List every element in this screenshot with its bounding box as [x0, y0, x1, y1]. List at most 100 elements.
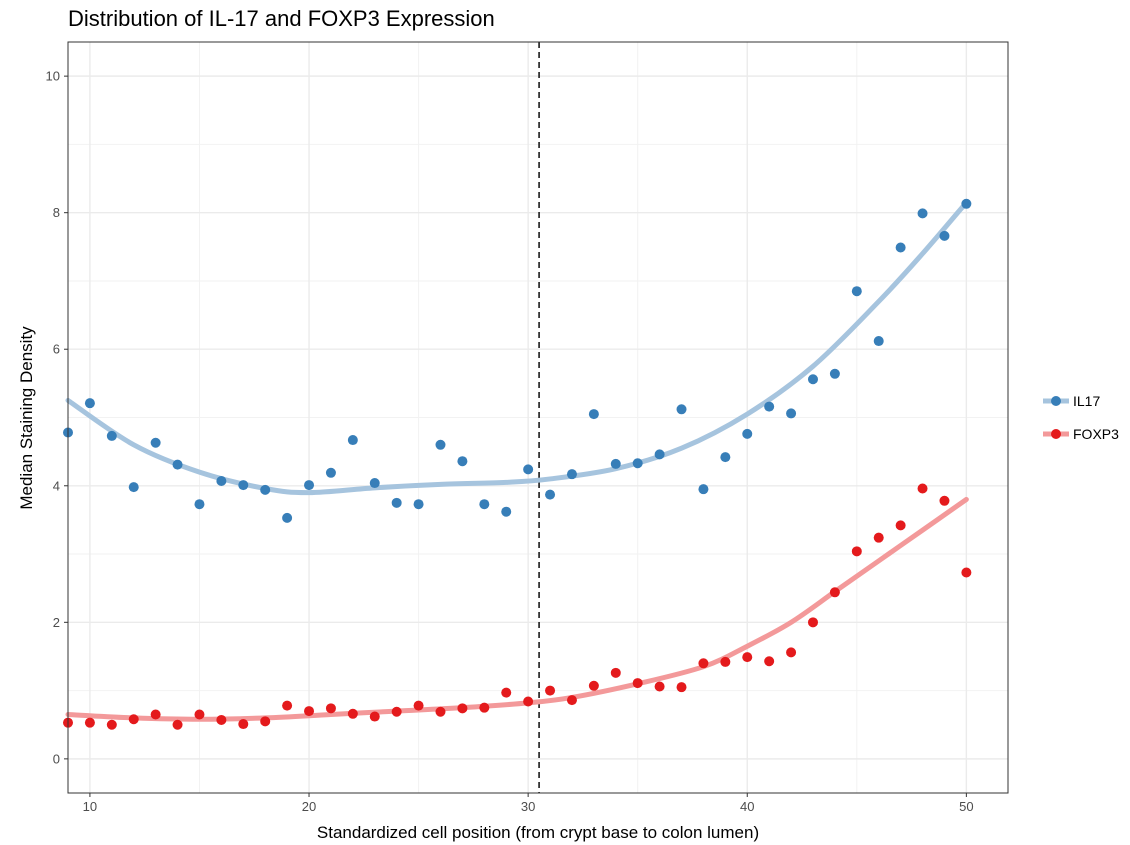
data-point-foxp3: [457, 703, 468, 714]
y-tick-label: 4: [53, 478, 60, 493]
data-point-foxp3: [786, 647, 797, 658]
chart-title: Distribution of IL-17 and FOXP3 Expressi…: [68, 6, 495, 31]
data-point-foxp3: [742, 652, 753, 663]
data-point-foxp3: [369, 711, 380, 722]
data-point-foxp3: [939, 495, 950, 506]
data-point-il17: [457, 456, 468, 467]
data-point-il17: [807, 374, 818, 385]
data-point-foxp3: [829, 587, 840, 598]
data-point-foxp3: [917, 483, 928, 494]
y-tick-label: 8: [53, 205, 60, 220]
data-point-il17: [829, 368, 840, 379]
data-point-foxp3: [566, 695, 577, 706]
data-point-foxp3: [895, 520, 906, 531]
smooth-line-il17: [65, 199, 969, 496]
data-point-il17: [545, 489, 556, 500]
legend-point-il17: [1051, 396, 1061, 406]
smooth-line-foxp3: [65, 496, 969, 722]
data-point-foxp3: [654, 681, 665, 692]
legend-label-foxp3: FOXP3: [1073, 426, 1119, 442]
data-point-il17: [917, 208, 928, 219]
data-point-foxp3: [720, 656, 731, 667]
data-point-il17: [610, 458, 621, 469]
data-point-il17: [588, 409, 599, 420]
data-point-il17: [895, 242, 906, 253]
data-point-il17: [873, 336, 884, 347]
data-point-il17: [369, 478, 380, 489]
x-axis-title: Standardized cell position (from crypt b…: [317, 823, 759, 842]
data-point-il17: [786, 408, 797, 419]
data-point-foxp3: [435, 706, 446, 717]
data-point-foxp3: [194, 709, 205, 720]
data-point-il17: [654, 449, 665, 460]
y-tick-label: 6: [53, 342, 60, 357]
x-tick-label: 40: [740, 799, 754, 814]
data-point-il17: [106, 430, 117, 441]
data-point-il17: [413, 499, 424, 510]
data-point-il17: [304, 480, 315, 491]
data-points: [63, 198, 972, 730]
data-point-il17: [523, 464, 534, 475]
data-point-il17: [150, 437, 161, 448]
data-point-foxp3: [282, 700, 293, 711]
data-point-foxp3: [172, 719, 183, 730]
x-tick-label: 50: [959, 799, 973, 814]
data-point-foxp3: [501, 687, 512, 698]
data-point-il17: [742, 428, 753, 439]
legend-item-foxp3: FOXP3: [1043, 426, 1119, 442]
data-point-foxp3: [106, 719, 117, 730]
data-point-foxp3: [851, 546, 862, 557]
data-point-foxp3: [325, 703, 336, 714]
x-tick-label: 20: [302, 799, 316, 814]
legend-label-il17: IL17: [1073, 393, 1100, 409]
data-point-il17: [479, 499, 490, 510]
data-point-il17: [238, 480, 249, 491]
data-point-foxp3: [961, 567, 972, 578]
legend-item-il17: IL17: [1043, 393, 1100, 409]
y-axis-ticks: 0 2 4 6 8 10: [46, 69, 68, 766]
data-point-il17: [347, 435, 358, 446]
data-point-foxp3: [764, 656, 775, 667]
y-tick-label: 0: [53, 751, 60, 766]
plot-border: [67, 41, 1009, 794]
data-point-il17: [128, 482, 139, 493]
data-point-il17: [566, 469, 577, 480]
data-point-foxp3: [84, 717, 95, 728]
legend: IL17 FOXP3: [1043, 393, 1119, 442]
data-point-foxp3: [545, 685, 556, 696]
data-point-foxp3: [216, 714, 227, 725]
data-point-il17: [435, 439, 446, 450]
data-point-foxp3: [260, 716, 271, 727]
data-point-il17: [282, 512, 293, 523]
data-point-il17: [720, 452, 731, 463]
data-point-foxp3: [128, 714, 139, 725]
y-tick-label: 2: [53, 615, 60, 630]
data-point-foxp3: [238, 719, 249, 730]
y-axis-title: Median Staining Density: [17, 326, 36, 510]
data-point-il17: [260, 484, 271, 495]
data-point-foxp3: [391, 706, 402, 717]
smooth-lines: [65, 199, 969, 722]
data-point-foxp3: [588, 680, 599, 691]
data-point-foxp3: [347, 708, 358, 719]
data-point-foxp3: [807, 617, 818, 628]
data-point-il17: [939, 230, 950, 241]
data-point-il17: [632, 458, 643, 469]
data-point-il17: [216, 475, 227, 486]
data-point-il17: [764, 401, 775, 412]
data-point-foxp3: [632, 678, 643, 689]
data-point-foxp3: [873, 532, 884, 543]
data-point-il17: [194, 499, 205, 510]
data-point-foxp3: [413, 700, 424, 711]
data-point-il17: [501, 506, 512, 517]
data-point-il17: [391, 497, 402, 508]
data-point-il17: [676, 404, 687, 415]
data-point-il17: [84, 398, 95, 409]
x-axis-ticks: 10 20 30 40 50: [83, 793, 974, 814]
data-point-foxp3: [610, 667, 621, 678]
x-tick-label: 10: [83, 799, 97, 814]
data-point-foxp3: [479, 702, 490, 713]
data-point-il17: [325, 467, 336, 478]
x-tick-label: 30: [521, 799, 535, 814]
